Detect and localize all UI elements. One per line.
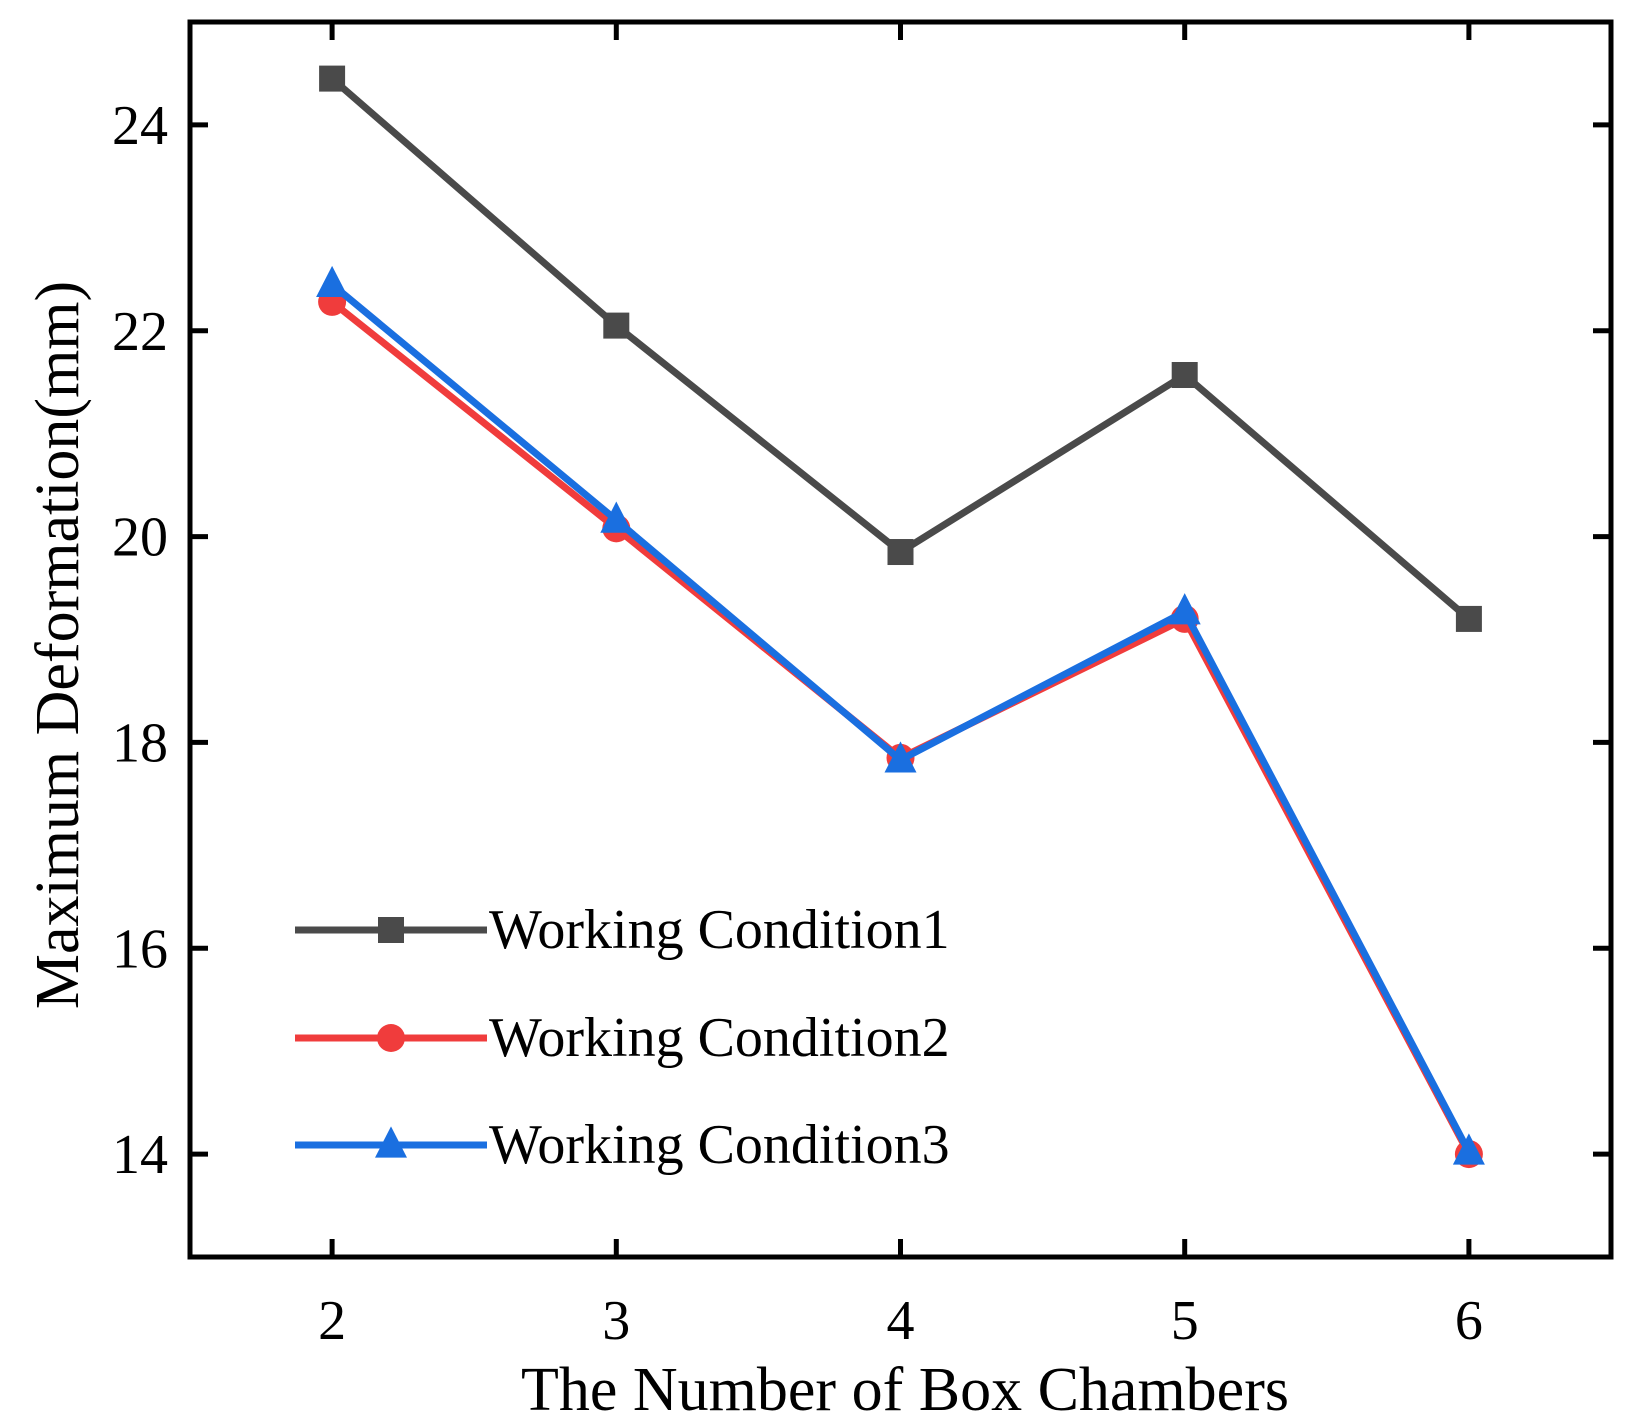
series-line	[329, 75, 1472, 622]
x-axis-title: The Number of Box Chambers	[521, 1356, 1289, 1421]
legend-marker	[375, 1126, 407, 1158]
plot-frame	[187, 19, 1614, 1260]
y-tick-label: 18	[112, 712, 168, 774]
data-point	[884, 741, 917, 773]
y-tick-label: 14	[112, 1124, 168, 1186]
data-point	[1168, 593, 1201, 625]
data-point	[603, 312, 630, 339]
x-tick-label: 6	[1455, 1290, 1483, 1352]
legend-label: Working Condition3	[489, 1114, 950, 1176]
y-tick-label: 24	[112, 95, 168, 157]
legend-marker	[378, 917, 404, 943]
axes-layer: 2 3 4 5 6 14 16 18 20 22 24	[112, 19, 1614, 1352]
y-axis-title: Maximum Deformation(mm)	[24, 281, 92, 1009]
legend-item: Working Condition2	[295, 1007, 950, 1069]
y-tick-label: 20	[112, 507, 168, 569]
data-point	[316, 265, 349, 298]
axis-labels: The Number of Box Chambers Maximum Defor…	[24, 281, 1289, 1421]
legend-item: Working Condition1	[295, 899, 950, 961]
data-point	[1455, 605, 1482, 632]
data-point	[887, 539, 914, 566]
legend: Working Condition1 Working Condition2 Work…	[295, 899, 950, 1176]
legend-item: Working Condition3	[295, 1114, 950, 1176]
x-tick-label: 4	[887, 1290, 915, 1352]
y-tick-label: 22	[112, 301, 168, 363]
series-layer	[316, 65, 1485, 1169]
data-point	[1171, 362, 1198, 389]
x-tick-label: 5	[1171, 1290, 1199, 1352]
data-point	[1452, 1133, 1485, 1165]
x-tick-label: 2	[318, 1290, 346, 1352]
series-3	[316, 265, 1485, 1165]
data-point	[319, 65, 346, 92]
y-tick-label: 16	[112, 918, 168, 980]
legend-label: Working Condition1	[489, 899, 950, 961]
series-1	[319, 65, 1482, 632]
legend-marker	[377, 1024, 405, 1052]
x-tick-label: 3	[602, 1290, 630, 1352]
data-point	[600, 501, 633, 533]
legend-label: Working Condition2	[489, 1007, 950, 1069]
